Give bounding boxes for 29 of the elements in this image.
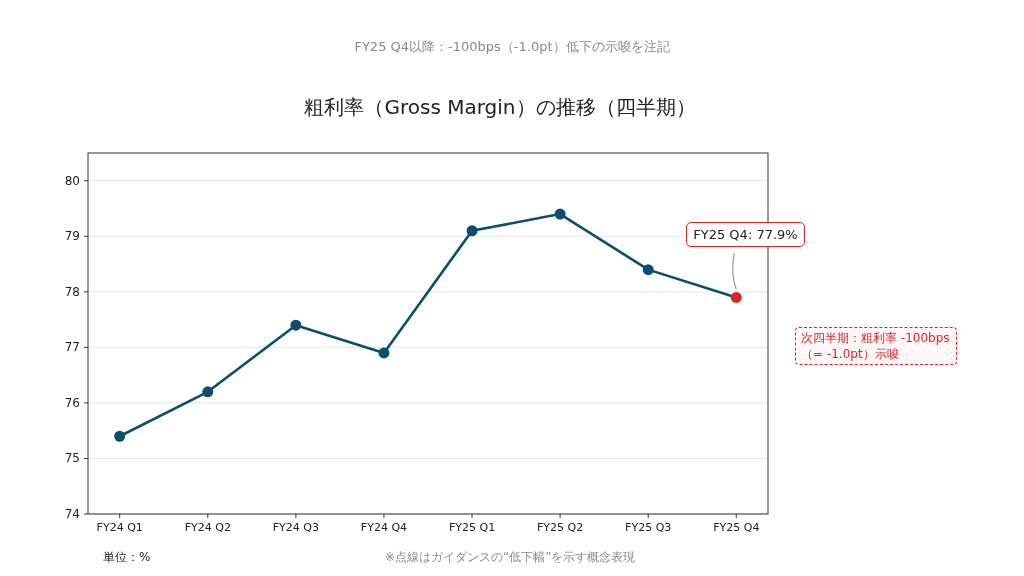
y-tick-label: 80	[64, 173, 80, 188]
x-tick-label: FY24 Q1	[96, 521, 143, 534]
point	[114, 430, 126, 442]
x-tick-label: FY25 Q2	[537, 521, 584, 534]
text: 次四半期：粗利率 -100bps（= -1.0pt）示唆	[795, 327, 957, 366]
point	[378, 347, 390, 359]
point	[554, 208, 566, 220]
text: ※点線はガイダンスの“低下幅”を示す概念表現	[385, 549, 636, 566]
y-tick-label: 75	[64, 451, 80, 466]
point	[642, 264, 654, 276]
y-tick-label: 78	[64, 284, 80, 299]
x-tick-label: FY25 Q3	[625, 521, 672, 534]
x-tick-label: FY24 Q3	[272, 521, 319, 534]
point	[730, 291, 742, 303]
y-tick-label: 77	[64, 340, 80, 355]
x-tick-label: FY25 Q1	[448, 521, 496, 534]
text: 単位：%	[103, 549, 151, 566]
x-tick-label: FY24 Q2	[184, 521, 231, 534]
y-tick-label: 74	[64, 507, 80, 521]
chart-title: 粗利率（Gross Margin）の推移（四半期）	[303, 94, 697, 121]
point	[202, 386, 214, 398]
x-tick-label: FY25 Q4	[713, 521, 760, 534]
y-tick-label: 76	[64, 395, 80, 410]
annotation: FY25 Q4: 77.9%	[686, 222, 805, 248]
y-tick-label: 79	[64, 229, 80, 244]
point	[290, 319, 302, 331]
x-tick-label: FY24 Q4	[360, 521, 408, 534]
chart-subtitle: FY25 Q4以降：-100bps（-1.0pt）低下の示唆を注記	[353, 38, 671, 56]
point	[466, 225, 478, 237]
